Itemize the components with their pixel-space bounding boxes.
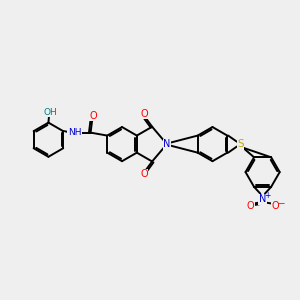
Text: N: N bbox=[163, 139, 170, 149]
Text: OH: OH bbox=[43, 108, 57, 117]
Text: O: O bbox=[140, 169, 148, 179]
Text: S: S bbox=[237, 139, 244, 149]
Text: N: N bbox=[259, 194, 266, 205]
Text: O: O bbox=[89, 110, 97, 121]
Text: O: O bbox=[140, 109, 148, 119]
Text: O: O bbox=[246, 201, 254, 211]
Text: −: − bbox=[277, 198, 285, 207]
Text: +: + bbox=[264, 190, 271, 200]
Text: O: O bbox=[271, 201, 279, 211]
Text: NH: NH bbox=[68, 128, 81, 137]
